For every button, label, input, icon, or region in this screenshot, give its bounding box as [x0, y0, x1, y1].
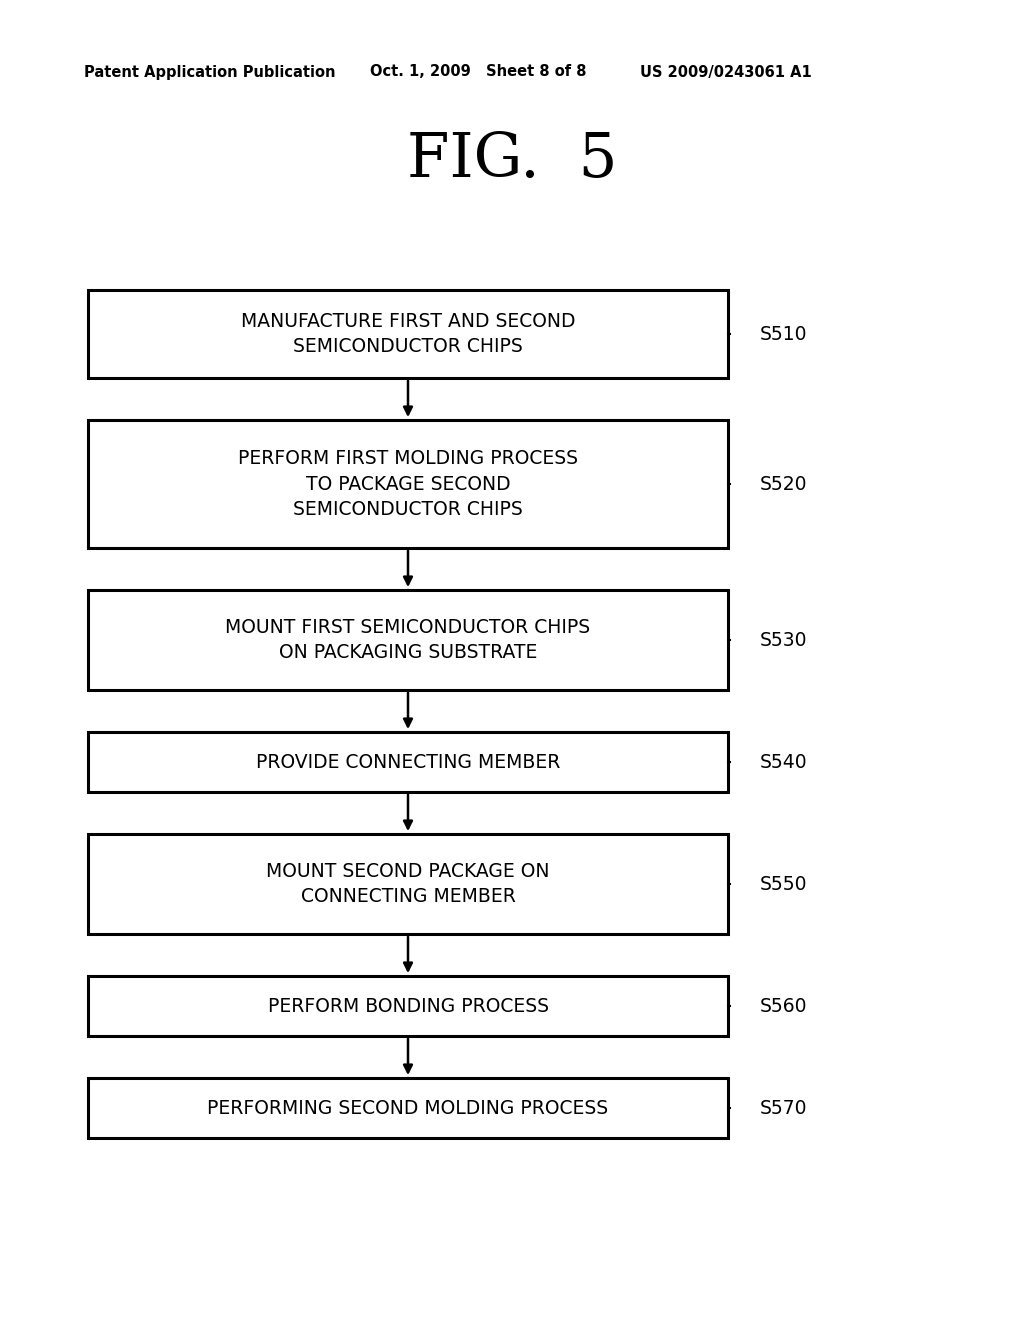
Text: MANUFACTURE FIRST AND SECOND
SEMICONDUCTOR CHIPS: MANUFACTURE FIRST AND SECOND SEMICONDUCT… — [241, 312, 575, 356]
Text: S530: S530 — [760, 631, 808, 649]
Text: MOUNT FIRST SEMICONDUCTOR CHIPS
ON PACKAGING SUBSTRATE: MOUNT FIRST SEMICONDUCTOR CHIPS ON PACKA… — [225, 618, 591, 663]
Text: S560: S560 — [760, 997, 808, 1015]
Bar — [88, 590, 728, 690]
Bar — [88, 975, 728, 1036]
Text: Patent Application Publication: Patent Application Publication — [84, 65, 336, 79]
Text: S510: S510 — [760, 325, 808, 343]
Text: S540: S540 — [760, 752, 808, 771]
Bar — [88, 420, 728, 548]
Text: PERFORM FIRST MOLDING PROCESS
TO PACKAGE SECOND
SEMICONDUCTOR CHIPS: PERFORM FIRST MOLDING PROCESS TO PACKAGE… — [238, 449, 578, 519]
Text: PROVIDE CONNECTING MEMBER: PROVIDE CONNECTING MEMBER — [256, 752, 560, 771]
Text: Oct. 1, 2009   Sheet 8 of 8: Oct. 1, 2009 Sheet 8 of 8 — [370, 65, 587, 79]
Text: PERFORM BONDING PROCESS: PERFORM BONDING PROCESS — [267, 997, 549, 1015]
Text: MOUNT SECOND PACKAGE ON
CONNECTING MEMBER: MOUNT SECOND PACKAGE ON CONNECTING MEMBE… — [266, 862, 550, 907]
Bar — [88, 1078, 728, 1138]
Bar — [88, 834, 728, 935]
Bar — [88, 733, 728, 792]
Text: FIG.  5: FIG. 5 — [407, 129, 617, 190]
Bar — [88, 290, 728, 378]
Text: PERFORMING SECOND MOLDING PROCESS: PERFORMING SECOND MOLDING PROCESS — [208, 1098, 608, 1118]
Text: S550: S550 — [760, 874, 808, 894]
Text: S570: S570 — [760, 1098, 808, 1118]
Text: US 2009/0243061 A1: US 2009/0243061 A1 — [640, 65, 812, 79]
Text: S520: S520 — [760, 474, 808, 494]
